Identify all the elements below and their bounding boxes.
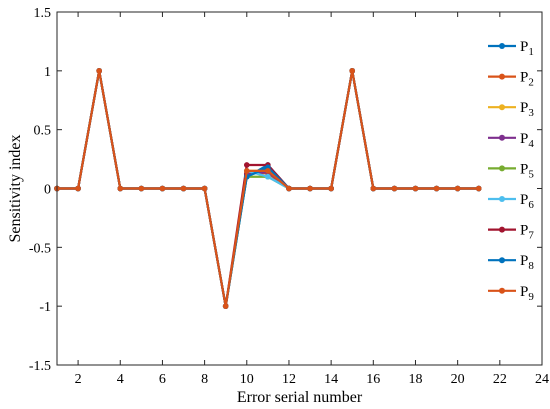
data-point <box>180 185 187 192</box>
legend-label: P9 <box>520 284 534 303</box>
y-tick-label: 0.5 <box>34 124 52 139</box>
legend: P1 P2 P3 P4 P5 P6 P7 P8 P9 <box>488 39 534 303</box>
x-tick-label: 10 <box>240 372 254 387</box>
legend-label: P6 <box>520 192 534 211</box>
x-tick-label: 4 <box>117 372 124 387</box>
data-point <box>265 173 271 180</box>
data-point <box>243 168 250 174</box>
legend-label: P2 <box>520 70 534 89</box>
data-point <box>159 185 166 192</box>
data-point <box>265 168 271 174</box>
data-point <box>138 185 145 192</box>
data-point <box>201 185 208 192</box>
legend-label: P3 <box>520 100 534 119</box>
legend-label: P7 <box>520 223 534 242</box>
data-point <box>454 185 461 192</box>
legend-label: P1 <box>520 39 534 58</box>
x-tick-label: 16 <box>366 372 380 387</box>
legend-entry-p6: P6 <box>488 192 534 211</box>
legend-swatch-marker <box>499 104 505 111</box>
x-tick-label: 20 <box>451 372 465 387</box>
x-axis-label: Error serial number <box>237 389 363 406</box>
data-point <box>349 68 356 74</box>
data-point <box>370 185 377 192</box>
data-point <box>96 68 102 74</box>
data-point <box>391 185 398 192</box>
data-point <box>75 185 81 192</box>
y-tick-labels: -1.5 -1 -0.5 0 0.5 1 1.5 <box>29 6 51 374</box>
data-point <box>412 185 419 192</box>
x-tick-labels: 2 4 6 8 10 12 14 16 18 20 22 24 <box>75 372 549 387</box>
x-tick-label: 22 <box>493 372 507 387</box>
legend-entry-p9: P9 <box>488 284 534 303</box>
legend-entry-p8: P8 <box>488 253 534 272</box>
series-layer <box>54 68 482 309</box>
legend-label: P8 <box>520 253 534 272</box>
legend-entry-p4: P4 <box>488 131 534 150</box>
legend-entry-p7: P7 <box>488 223 534 242</box>
y-tick-label: 1.5 <box>34 6 52 21</box>
legend-entry-p5: P5 <box>488 161 534 180</box>
data-point <box>286 185 292 192</box>
legend-swatch-marker <box>499 73 505 80</box>
legend-entry-p2: P2 <box>488 70 534 89</box>
x-tick-label: 2 <box>75 372 82 387</box>
data-point <box>243 162 250 168</box>
series-p9 <box>54 68 482 309</box>
data-point <box>328 185 334 192</box>
legend-swatch-marker <box>499 165 505 172</box>
y-tick-label: 0 <box>44 183 51 198</box>
data-point <box>307 185 313 192</box>
legend-swatch-marker <box>499 287 505 294</box>
data-point <box>117 185 124 192</box>
legend-swatch-marker <box>499 134 505 141</box>
legend-swatch-marker <box>499 257 505 264</box>
legend-swatch-marker <box>499 226 505 233</box>
data-point <box>475 185 482 192</box>
legend-swatch-marker <box>499 43 505 49</box>
plot-frame <box>56 11 543 366</box>
x-tick-label: 18 <box>408 372 422 387</box>
x-tick-label: 6 <box>159 372 166 387</box>
x-tick-label: 24 <box>535 372 549 387</box>
data-point <box>222 303 229 309</box>
y-axis-label: Sensitivity index <box>7 135 24 243</box>
legend-label: P5 <box>520 161 534 180</box>
legend-entry-p3: P3 <box>488 100 534 119</box>
legend-label: P4 <box>520 131 534 150</box>
y-tick-label: 1 <box>44 65 51 80</box>
y-tick-label: -1.5 <box>29 359 51 374</box>
data-point <box>433 185 440 192</box>
x-tick-label: 12 <box>282 372 296 387</box>
x-tick-label: 14 <box>324 372 338 387</box>
legend-entry-p1: P1 <box>488 39 534 58</box>
y-tick-label: -1 <box>39 300 51 315</box>
x-tick-label: 8 <box>201 372 208 387</box>
y-tick-label: -0.5 <box>29 241 51 256</box>
legend-swatch-marker <box>499 196 505 202</box>
